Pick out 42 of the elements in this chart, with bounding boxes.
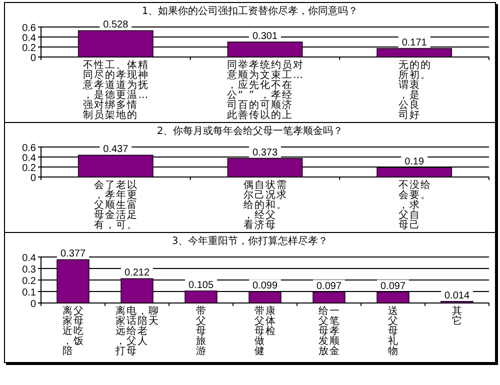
data-label: 0.212 [124, 268, 150, 279]
chart-title: 2、你每月或每年会给父母一笔孝顺金吗？ [156, 126, 344, 138]
category-label: 会，父母有了孝顺金，老年生活可以更富足。 [94, 180, 138, 231]
data-label: 0.097 [316, 280, 342, 292]
data-label: 0.301 [252, 30, 278, 42]
x-tick-label: 送父母礼物 [388, 306, 398, 357]
category-label: 不会，父母没要求自己给。 [398, 180, 430, 231]
y-tick-label: 0.4 [22, 253, 36, 264]
y-tick-label: 0.2 [22, 43, 36, 54]
y-tick-label: 0 [30, 53, 36, 64]
category-label: 离家近，陪父母吃饭 [62, 306, 84, 357]
y-tick-label: 0.4 [22, 33, 36, 44]
category-label: 离家远，打电话给父母，陪老人聊天 [116, 306, 158, 357]
data-label: 0.377 [60, 248, 86, 260]
data-label: 0.528 [103, 20, 129, 31]
data-label: 0.171 [402, 37, 428, 48]
data-label: 0.373 [252, 147, 278, 158]
y-tick-label: 0.3 [22, 264, 36, 276]
y-tick-label: 0.2 [22, 276, 36, 287]
y-tick-label: 0.1 [22, 288, 36, 298]
x-tick-label: 带父母旅游 [196, 306, 206, 357]
category-label: 无所谓，公司的初衷是良好的。 [398, 60, 430, 121]
y-tick-label: 0 [30, 173, 36, 184]
category-label: 带父母做健康体检 [254, 306, 276, 357]
y-tick-label: 0.6 [22, 23, 36, 34]
data-label: 0.437 [103, 144, 129, 156]
data-label: 0.014 [444, 290, 470, 302]
category-label: 同意，公司此举顺应“百善孝为先”的传统文化，可以约束不孝顺的员工在经济上对… [227, 60, 303, 121]
y-tick-label: 0.6 [22, 143, 36, 154]
category-label: 给父母发放一笔孝顺金 [318, 306, 340, 357]
x-tick-label: 其它 [452, 306, 462, 329]
data-label: 0.105 [188, 280, 214, 291]
y-tick-label: 0 [30, 299, 36, 310]
data-label: 0.19 [404, 156, 424, 168]
y-tick-label: 0.2 [22, 163, 36, 174]
category-label: 偶尔给，看自己的经济状况和父母需求。 [244, 180, 286, 231]
category-label: 不同意，强制性尽孝是对员工的道德绑架。孝道更多地体现为温情的精神抚… [83, 60, 148, 121]
y-tick-label: 0.4 [22, 153, 36, 164]
chart-title: 3、今年重阳节，你打算怎样尽孝？ [170, 236, 330, 248]
chart-title: 1、如果你的公司强扣工资替你尽孝，你同意吗？ [140, 6, 360, 18]
data-label: 0.097 [380, 280, 406, 292]
data-label: 0.099 [252, 280, 278, 292]
